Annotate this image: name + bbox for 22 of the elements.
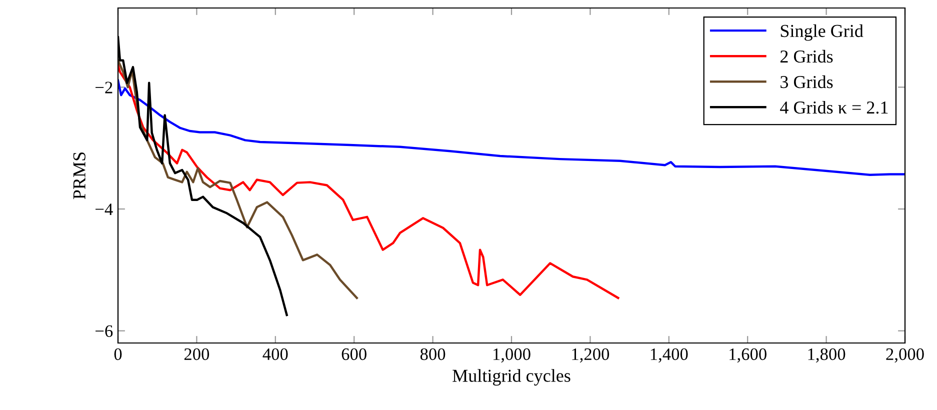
x-tick-label: 2,000 [886,348,924,363]
x-tick-label: 400 [262,348,288,360]
x-tick-label: 1,400 [650,348,688,363]
x-tick-label: 1,600 [730,348,766,363]
legend-label: Single Grid [780,24,864,41]
x-tick-label: 1,800 [808,348,846,363]
y-axis-title: PRMS [73,152,86,200]
line-series [118,64,620,300]
x-tick-label: 600 [342,348,366,360]
legend-label: 4 Grids κ = 2.1 [780,100,888,114]
x-axis-title: Multigrid cycles [452,369,570,386]
x-tick-label: 200 [184,348,210,360]
y-tick-label: −6 [96,325,113,338]
y-tick-label: −2 [96,82,112,94]
legend-label: 3 Grids [780,75,833,88]
x-tick-label: 0 [114,348,122,360]
x-tick-label: 1,200 [572,348,610,363]
legend-label: 2 Grids [780,50,833,63]
line-series [118,59,358,300]
x-tick-label: 1,000 [493,348,530,363]
y-tick-label: −4 [96,204,113,216]
x-tick-label: 800 [420,348,446,360]
